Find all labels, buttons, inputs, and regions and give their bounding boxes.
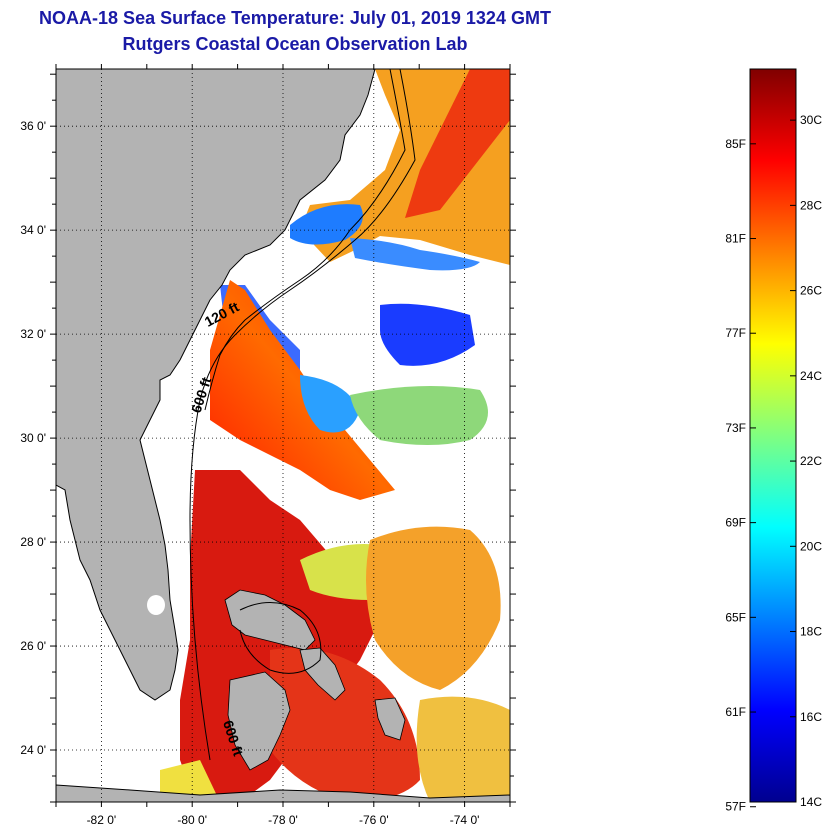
celsius-tick-label: 16C (800, 710, 822, 724)
title-line-1: NOAA-18 Sea Surface Temperature: July 01… (39, 8, 551, 28)
lat-tick-label: 32 0' (20, 327, 46, 341)
lat-tick-label: 26 0' (20, 639, 46, 653)
isobaths (189, 69, 416, 761)
fahrenheit-tick-label: 77F (725, 326, 746, 340)
isobath-120ft (204, 69, 406, 411)
lat-tick-label: 24 0' (20, 743, 46, 757)
sst-south-yellow (160, 760, 220, 802)
sst-bahamas-warm (270, 648, 420, 802)
bahamas-eleuthera (299, 647, 346, 701)
lat-tick-label: 36 0' (20, 119, 46, 133)
celsius-tick-label: 22C (800, 454, 822, 468)
fahrenheit-tick-label: 57F (725, 800, 746, 814)
celsius-tick-label: 28C (800, 198, 822, 212)
lat-tick-label: 28 0' (20, 535, 46, 549)
sst-cool-band (350, 238, 480, 271)
isobath-600ft (189, 69, 416, 761)
colorbar-ticks: 14C 16C 18C 20C 22C 24C 26C 28C 30C 57F 61F 65F 69F 7… (725, 113, 822, 814)
lon-tick-label: -74 0' (450, 813, 480, 827)
us-mainland (56, 69, 376, 701)
sst-cool-patch-4 (300, 375, 360, 433)
axis-ticks: -82 0' -80 0' -78 0' -76 0' -74 0' 24 0' 26 0'… (20, 64, 516, 827)
fahrenheit-tick-label: 65F (725, 610, 746, 624)
bahamas-andros (227, 671, 291, 771)
title-line-2: Rutgers Coastal Ocean Observation Lab (122, 34, 468, 54)
sst-field (160, 69, 510, 802)
lon-tick-label: -82 0' (87, 813, 117, 827)
fahrenheit-tick-label: 69F (725, 516, 746, 530)
lon-tick-label: -78 0' (268, 813, 298, 827)
lon-tick-label: -80 0' (177, 813, 207, 827)
celsius-tick-label: 26C (800, 284, 822, 298)
sst-cool-patch-3 (380, 303, 475, 366)
celsius-tick-label: 24C (800, 369, 822, 383)
celsius-tick-label: 14C (800, 795, 822, 809)
fahrenheit-tick-label: 73F (725, 421, 746, 435)
bahamas-great-abaco (224, 589, 316, 651)
fahrenheit-tick-label: 81F (725, 232, 746, 246)
sst-southeast-warm (416, 696, 510, 802)
lat-tick-label: 34 0' (20, 223, 46, 237)
lat-tick-label: 30 0' (20, 431, 46, 445)
sst-east-warm (366, 526, 501, 690)
sst-gulfstream-north (405, 69, 510, 218)
sst-cool-patch-1 (290, 204, 363, 245)
celsius-tick-label: 30C (800, 113, 822, 127)
isobath-bahamas-bank (239, 602, 322, 674)
lake-okeechobee (147, 595, 165, 615)
sst-mixed-patch (350, 386, 488, 445)
colorbar-strip (749, 68, 797, 803)
bahamas-exuma (374, 697, 406, 741)
fahrenheit-tick-label: 61F (725, 705, 746, 719)
fahrenheit-tick-label: 85F (725, 137, 746, 151)
celsius-tick-label: 20C (800, 539, 822, 553)
celsius-tick-label: 18C (800, 625, 822, 639)
sst-yellow-patch (300, 544, 384, 600)
lon-tick-label: -76 0' (359, 813, 389, 827)
